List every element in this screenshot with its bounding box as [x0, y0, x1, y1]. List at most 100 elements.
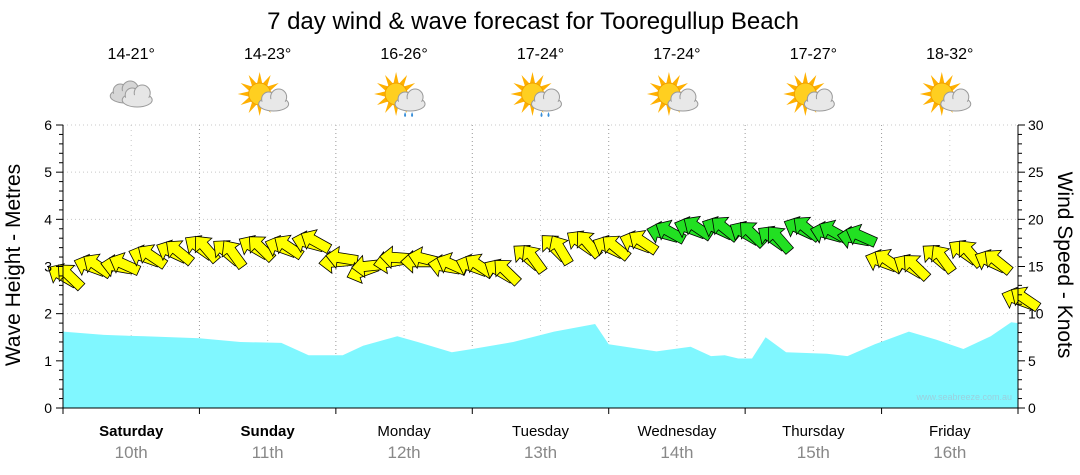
day-name: Wednesday: [637, 423, 716, 440]
right-tick-label: 10: [1028, 306, 1044, 322]
day-name: Monday: [377, 423, 431, 440]
sun-ray: [930, 74, 939, 86]
cloud-part: [806, 99, 833, 109]
sun-ray: [248, 102, 257, 114]
partly-cloudy-icon: [783, 72, 835, 116]
wind-arrow: [184, 235, 222, 265]
wind-arrow: [922, 245, 957, 275]
sun-ray: [535, 74, 544, 86]
raindrop: [411, 112, 414, 117]
sun-ray: [385, 74, 393, 86]
right-tick-label: 5: [1028, 353, 1036, 369]
wind-arrow: [893, 253, 932, 282]
day-name: Saturday: [99, 423, 164, 440]
temperature-range: 17-24°: [517, 46, 564, 63]
partly-cloudy-icon: [919, 72, 972, 116]
wind-arrow-shape-shadow: [221, 240, 248, 271]
sun-ray: [248, 74, 257, 86]
day-date: 11th: [252, 443, 284, 462]
sun-ray: [377, 83, 388, 91]
cloud-part: [942, 99, 969, 109]
sun-ray: [786, 97, 798, 105]
day-date: 12th: [388, 443, 421, 462]
cloudy-icon: [109, 80, 153, 108]
wind-arrow: [291, 229, 333, 255]
sun-ray: [922, 97, 934, 105]
temperature-range: 14-23°: [244, 46, 291, 63]
cloud-part: [397, 99, 424, 109]
wind-arrow-shape-shadow: [108, 252, 142, 276]
wind-arrow: [213, 240, 248, 271]
right-tick-label: 0: [1028, 400, 1036, 416]
wind-arrow-shape-shadow: [931, 245, 957, 275]
sun-ray: [240, 97, 252, 105]
cloud-part: [260, 99, 287, 109]
left-tick-label: 5: [44, 164, 52, 180]
sun-ray: [677, 83, 688, 91]
wind-arrow: [592, 234, 632, 262]
sun-ray: [521, 74, 530, 86]
wind-arrow: [513, 245, 548, 275]
sun-ray: [649, 97, 661, 105]
sun-ray: [657, 74, 666, 86]
day-date: 10th: [115, 443, 148, 462]
right-tick-label: 15: [1028, 259, 1044, 275]
sun-showers-icon: [374, 72, 426, 117]
raindrop: [404, 112, 407, 117]
sun-ray: [672, 74, 680, 86]
cloud-shape: [667, 88, 699, 112]
day-name: Sunday: [241, 423, 296, 440]
cloud-shape: [394, 88, 426, 112]
day-date: 14th: [660, 443, 693, 462]
wind-arrow-shape-shadow: [494, 259, 522, 287]
temperature-range: 17-24°: [653, 46, 700, 63]
temperature-range: 14-21°: [108, 46, 155, 63]
sun-ray: [649, 83, 661, 91]
temperature-range: 16-26°: [380, 46, 427, 63]
wind-arrow-shape-shadow: [548, 235, 574, 267]
cloud-shape: [803, 88, 835, 112]
wind-arrow: [238, 234, 277, 264]
wind-arrow: [619, 230, 660, 256]
wind-arrow: [541, 235, 574, 267]
sun-ray: [540, 83, 552, 91]
sun-ray: [939, 72, 945, 83]
sun-ray: [530, 72, 535, 83]
raindrop: [540, 112, 543, 117]
temperature-range: 18-32°: [926, 46, 973, 63]
day-date: 15th: [797, 443, 830, 462]
cloud-shape: [940, 88, 972, 112]
sun-ray: [657, 102, 666, 114]
sun-ray: [237, 91, 249, 97]
sun-ray: [262, 74, 271, 86]
sun-ray: [374, 91, 386, 97]
right-tick-label: 25: [1028, 164, 1044, 180]
wind-arrow-shape-shadow: [137, 244, 169, 270]
sun-ray: [404, 83, 416, 91]
sun-ray: [513, 97, 525, 105]
sun-ray: [922, 83, 934, 91]
cloud-shape: [258, 88, 290, 112]
wind-arrow: [757, 225, 795, 255]
wind-arrow: [156, 239, 196, 267]
partly-cloudy-icon: [646, 72, 699, 116]
cloud-shape: [121, 84, 153, 108]
wind-arrow: [128, 244, 169, 270]
sun-showers-icon: [510, 72, 562, 117]
day-date: 13th: [524, 443, 557, 462]
left-tick-label: 1: [44, 353, 52, 369]
sun-ray: [385, 102, 393, 114]
sun-ray: [399, 74, 408, 86]
wind-arrow: [646, 219, 687, 245]
right-axis-title: Wind Speed - Knots: [1053, 172, 1076, 359]
cloud-shape: [531, 88, 562, 112]
cloud-part: [124, 95, 151, 105]
left-tick-label: 4: [44, 211, 52, 227]
credit-text: www.seabreeze.com.au: [915, 392, 1012, 402]
raindrop: [547, 112, 550, 117]
sun-ray: [666, 72, 672, 83]
left-axis-title: Wave Height - Metres: [2, 164, 25, 366]
wind-arrow-shape-shadow: [903, 255, 932, 282]
day-name: Friday: [929, 423, 971, 440]
